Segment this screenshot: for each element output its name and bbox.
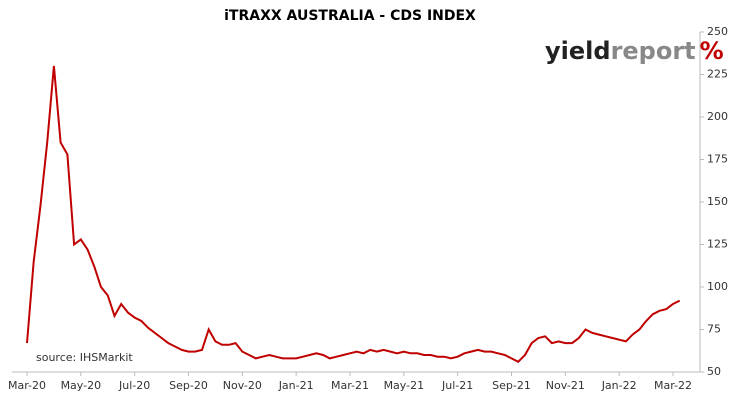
y-tick-label: 125 xyxy=(707,238,728,251)
logo: yieldreport% xyxy=(545,37,724,65)
x-tick-label: Jan-21 xyxy=(278,379,314,392)
logo-main: yield xyxy=(545,37,611,65)
chart-title: iTRAXX AUSTRALIA - CDS INDEX xyxy=(224,8,476,24)
y-tick-label: 175 xyxy=(707,153,728,166)
x-tick-label: May-20 xyxy=(61,379,102,392)
y-tick-label: 75 xyxy=(707,323,721,336)
x-tick-label: May-21 xyxy=(384,379,425,392)
x-tick-label: Jul-21 xyxy=(441,379,473,392)
x-tick-label: Jan-22 xyxy=(601,379,637,392)
x-tick-label: Jul-20 xyxy=(118,379,150,392)
y-tick-label: 50 xyxy=(707,365,721,378)
logo-second: report xyxy=(611,37,696,65)
x-tick-label: Sep-20 xyxy=(169,379,208,392)
logo-symbol: % xyxy=(700,37,724,65)
x-tick-label: Mar-22 xyxy=(654,379,692,392)
y-tick-label: 200 xyxy=(707,110,728,123)
y-tick-label: 100 xyxy=(707,280,728,293)
x-tick-label: Nov-20 xyxy=(223,379,262,392)
x-tick-label: Mar-21 xyxy=(331,379,369,392)
source-note: source: IHSMarkit xyxy=(36,351,133,364)
x-tick-label: Sep-21 xyxy=(492,379,531,392)
y-tick-label: 250 xyxy=(707,25,728,38)
series-line xyxy=(26,65,681,364)
x-tick-label: Nov-21 xyxy=(546,379,585,392)
y-tick-label: 225 xyxy=(707,68,728,81)
x-tick-label: Mar-20 xyxy=(8,379,46,392)
y-tick-label: 150 xyxy=(707,195,728,208)
